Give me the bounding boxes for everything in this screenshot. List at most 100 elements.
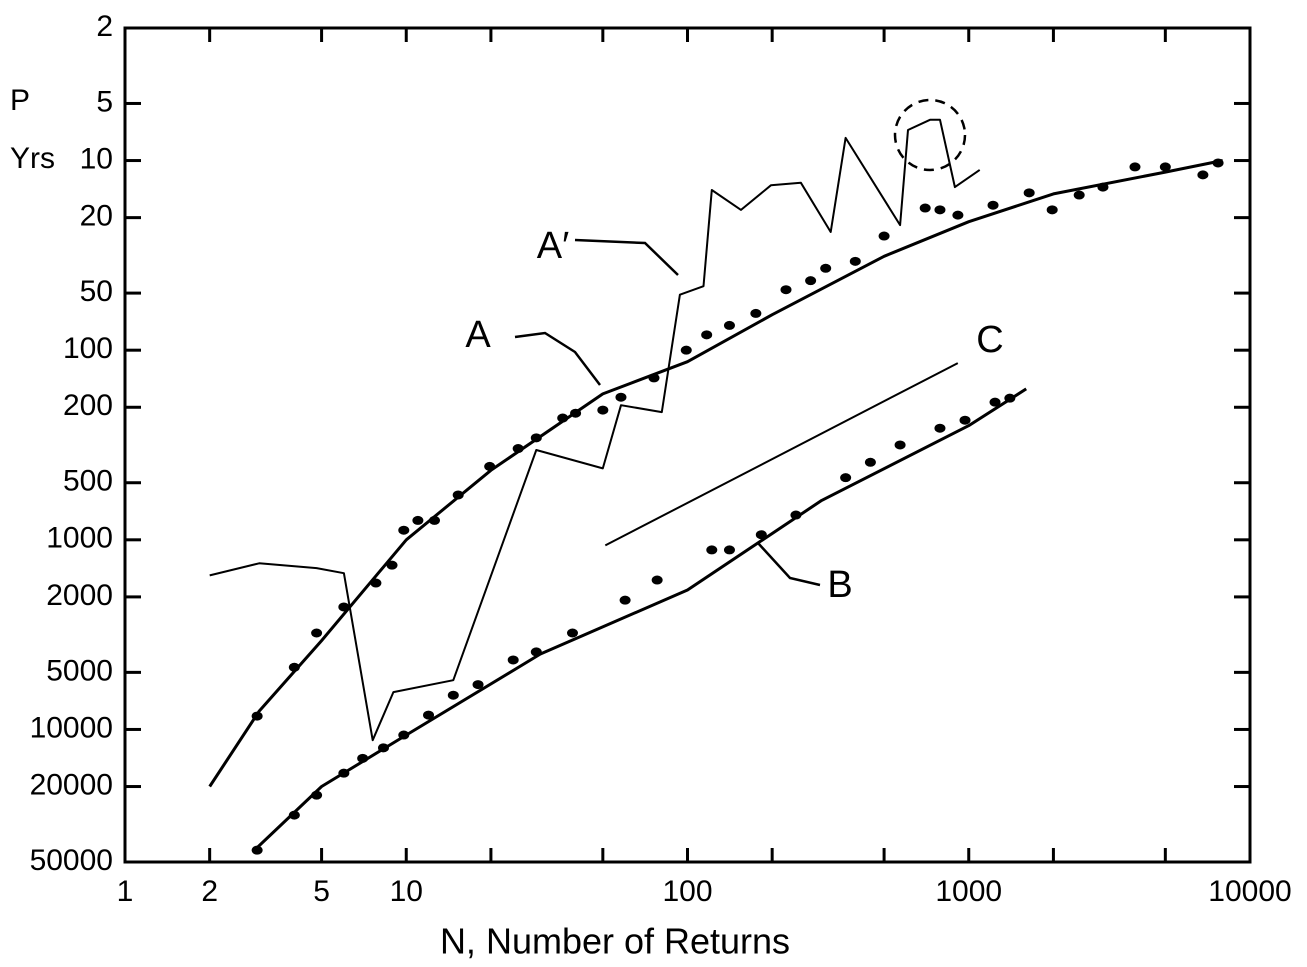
data-point: [251, 845, 263, 855]
data-point: [651, 575, 663, 585]
data-point: [750, 308, 762, 318]
y-tick-label: 5000: [46, 654, 113, 687]
x-tick-label: 1: [117, 875, 134, 908]
y-tick-label: 200: [63, 389, 113, 422]
y-tick-label: 20000: [30, 768, 113, 801]
data-point: [357, 753, 369, 763]
x-tick-label: 2: [201, 875, 218, 908]
dashed-circle: [893, 98, 967, 172]
x-tick-label: 10000: [1208, 875, 1291, 908]
data-point: [447, 690, 459, 700]
data-point: [864, 457, 876, 467]
data-point: [412, 515, 424, 525]
data-point: [878, 231, 890, 241]
data-point: [615, 392, 627, 402]
data-point: [338, 602, 350, 612]
data-point: [377, 743, 389, 753]
data-point: [1212, 158, 1224, 168]
data-point: [1129, 162, 1141, 172]
data-point: [338, 768, 350, 778]
data-point: [701, 330, 713, 340]
data-point: [452, 490, 464, 500]
data-point: [1046, 205, 1058, 215]
data-point: [570, 408, 582, 418]
data-point: [1159, 162, 1171, 172]
data-point: [251, 711, 263, 721]
data-point: [530, 647, 542, 657]
data-point: [484, 461, 496, 471]
y-tick-label: 1000: [46, 522, 113, 555]
data-point: [507, 655, 519, 665]
y-tick-label: 50000: [30, 844, 113, 877]
data-point: [566, 628, 578, 638]
series-line: [208, 159, 1223, 788]
y-tick-label: 100: [63, 332, 113, 365]
data-point: [597, 405, 609, 415]
data-point: [530, 433, 542, 443]
data-point: [557, 413, 569, 423]
data-point: [680, 345, 692, 355]
data-point: [894, 440, 906, 450]
data-point: [959, 415, 971, 425]
x-tick-label: 100: [662, 875, 712, 908]
data-point: [428, 515, 440, 525]
data-point: [472, 680, 484, 690]
y-axis-label: Yrs: [10, 142, 55, 175]
data-point: [1004, 393, 1016, 403]
data-point: [849, 256, 861, 266]
data-point: [723, 320, 735, 330]
data-point: [723, 545, 735, 555]
series-line: [604, 362, 959, 547]
y-tick-label: 10: [80, 142, 113, 175]
y-axis-label: P: [10, 84, 30, 117]
data-point: [952, 210, 964, 220]
x-tick-label: 5: [313, 875, 330, 908]
data-point: [423, 710, 435, 720]
data-point: [934, 205, 946, 215]
y-tick-label: 5: [96, 85, 113, 118]
y-tick-label: 2000: [46, 579, 113, 612]
series-label: A′: [537, 225, 569, 267]
y-tick-label: 10000: [30, 711, 113, 744]
data-point: [805, 276, 817, 286]
data-point: [398, 730, 410, 740]
data-point: [398, 525, 410, 535]
y-tick-label: 500: [63, 465, 113, 498]
leader-a: [514, 331, 601, 386]
data-point: [512, 444, 524, 454]
leader-b: [757, 542, 821, 587]
data-point: [755, 530, 767, 540]
y-tick-label: 2: [96, 10, 113, 43]
y-tick-label: 20: [80, 200, 113, 233]
data-point: [987, 200, 999, 210]
leader-a-prime: [574, 238, 679, 276]
series-line: [209, 118, 981, 742]
data-point: [919, 203, 931, 213]
data-point: [311, 628, 323, 638]
data-point: [1197, 170, 1209, 180]
data-point: [790, 510, 802, 520]
plot-frame: [123, 26, 1252, 864]
series-label: A: [465, 314, 491, 356]
data-point: [1023, 188, 1035, 198]
data-point: [840, 473, 852, 483]
data-point: [288, 662, 300, 672]
series-line: [253, 387, 1028, 851]
data-point: [1097, 182, 1109, 192]
x-axis-label: N, Number of Returns: [440, 921, 790, 962]
y-tick-label: 50: [80, 275, 113, 308]
data-point: [288, 810, 300, 820]
data-point: [619, 595, 631, 605]
series-label: B: [827, 564, 852, 606]
data-point: [934, 423, 946, 433]
series-label: C: [976, 319, 1003, 361]
data-point: [370, 578, 382, 588]
data-point: [386, 560, 398, 570]
x-tick-label: 1000: [935, 875, 1002, 908]
data-point: [311, 790, 323, 800]
x-tick-label: 10: [390, 875, 423, 908]
data-point: [648, 373, 660, 383]
annotation-leaders: [514, 98, 967, 587]
data-point: [706, 545, 718, 555]
